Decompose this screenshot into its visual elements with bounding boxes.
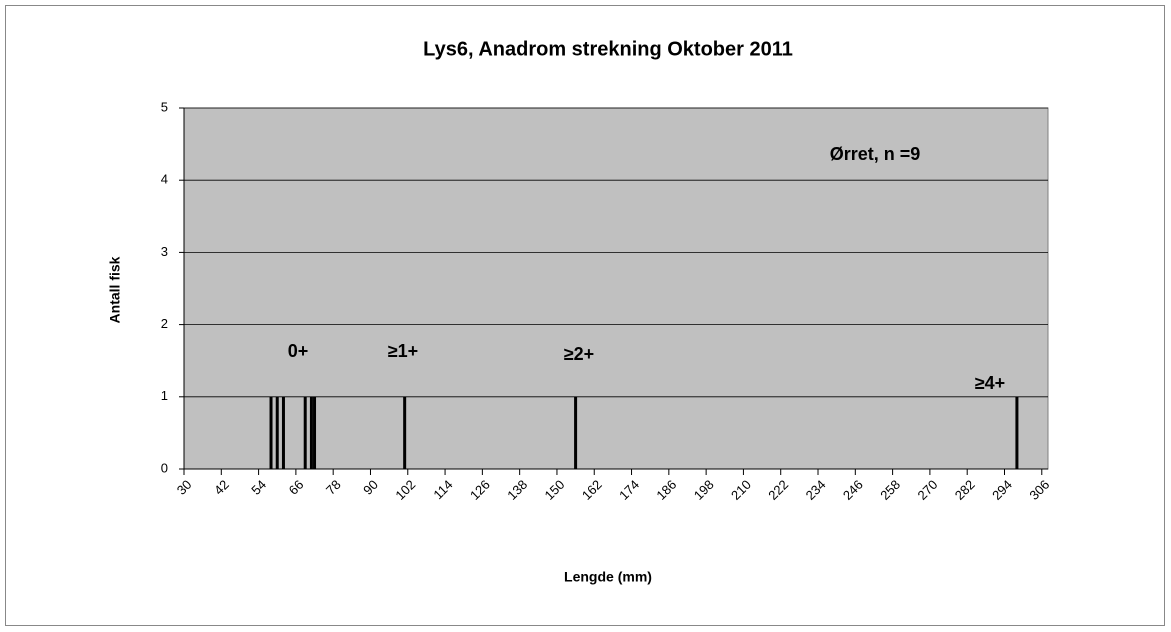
- annotation: ≥4+: [975, 373, 1005, 393]
- y-tick-label: 3: [161, 244, 168, 259]
- bar: [313, 396, 317, 469]
- annotation: 0+: [288, 341, 309, 361]
- y-tick-label: 2: [161, 316, 168, 331]
- y-tick-label: 1: [161, 388, 168, 403]
- x-axis-title: Lengde (mm): [564, 569, 652, 585]
- bar: [1015, 396, 1019, 469]
- bar: [269, 396, 273, 469]
- bar: [275, 396, 279, 469]
- y-axis-title: Antall fisk: [107, 256, 123, 323]
- plot-area: [183, 107, 1049, 470]
- bar: [303, 396, 307, 469]
- y-tick-label: 5: [161, 99, 168, 114]
- bar: [403, 396, 407, 469]
- bar: [574, 396, 578, 469]
- y-tick-label: 0: [161, 460, 168, 475]
- annotation: ≥1+: [388, 341, 418, 361]
- y-tick-label: 4: [161, 172, 168, 187]
- chart-title: Lys6, Anadrom strekning Oktober 2011: [423, 38, 793, 60]
- bar: [281, 396, 285, 469]
- annotation: ≥2+: [564, 344, 594, 364]
- annotation: Ørret, n =9: [830, 144, 921, 164]
- bar: [309, 396, 313, 469]
